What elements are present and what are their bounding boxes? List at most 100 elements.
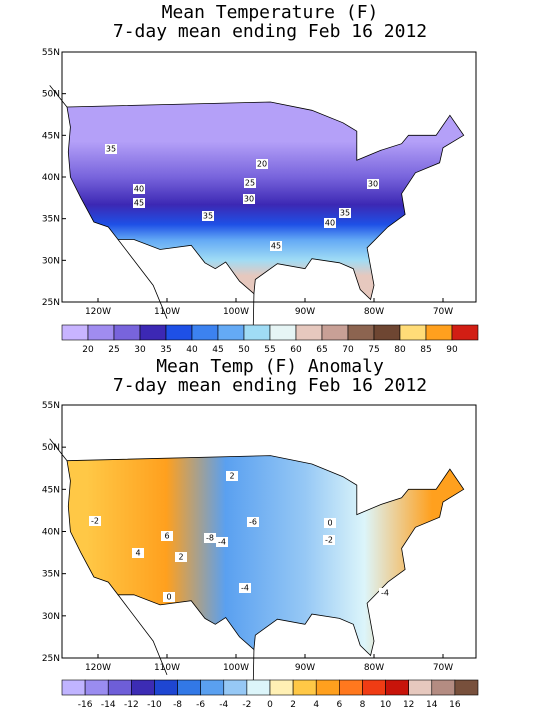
us-fill xyxy=(66,101,465,301)
lat-label: 30N xyxy=(42,612,60,622)
contour-label: -8 xyxy=(206,534,214,543)
colorbar-label: 6 xyxy=(336,700,342,709)
colorbar-label: 25 xyxy=(108,345,119,355)
lat-label: 55N xyxy=(42,401,60,411)
contour-label-bg xyxy=(379,588,391,598)
colorbar-swatch xyxy=(243,324,271,341)
colorbar-label: 2 xyxy=(290,700,296,709)
lon-label: 120W xyxy=(85,307,111,317)
contour-label: 35 xyxy=(203,212,213,221)
contour-label: -2 xyxy=(325,536,333,545)
lat-label: 40N xyxy=(42,528,60,538)
colorbar-label: 50 xyxy=(238,345,250,355)
colorbar-swatch xyxy=(408,679,433,696)
contour-label-bg xyxy=(132,548,144,558)
colorbar-label: -4 xyxy=(219,700,228,709)
lat-label: 50N xyxy=(42,443,60,453)
colorbar-label: -6 xyxy=(196,700,205,709)
lon-label: 110W xyxy=(154,307,180,317)
colorbar-swatch xyxy=(269,679,294,696)
panel-title: 7-day mean ending Feb 16 2012 xyxy=(113,375,427,396)
colorbar-swatch xyxy=(217,324,245,341)
colorbar-label: -16 xyxy=(78,700,93,709)
lat-label: 35N xyxy=(42,215,60,225)
contour-label-bg xyxy=(175,552,187,562)
lon-label: 70W xyxy=(433,663,453,673)
lat-label: 25N xyxy=(42,654,60,664)
colorbar-label: 85 xyxy=(420,345,431,355)
colorbar-label: -8 xyxy=(173,700,182,709)
contour-label: 6 xyxy=(164,532,169,541)
contour-label: 40 xyxy=(134,185,144,194)
colorbar-label: 70 xyxy=(342,345,354,355)
lat-label: 50N xyxy=(42,90,60,100)
contour-label: -4 xyxy=(218,538,226,547)
contour-label-bg xyxy=(105,144,117,154)
colorbar-swatch xyxy=(431,679,456,696)
lon-label: 70W xyxy=(433,307,453,317)
contour-label-bg xyxy=(161,531,173,541)
colorbar-swatch xyxy=(61,324,89,341)
colorbar-label: 80 xyxy=(394,345,406,355)
colorbar-label: 16 xyxy=(449,700,461,709)
lon-label: 110W xyxy=(154,663,180,673)
colorbar-swatch xyxy=(385,679,409,696)
lon-label: 100W xyxy=(223,663,249,673)
colorbar-swatch xyxy=(269,324,297,341)
lat-label: 35N xyxy=(42,570,60,580)
contour-label: 40 xyxy=(325,219,335,228)
lon-label: 90W xyxy=(295,663,315,673)
colorbar-swatch xyxy=(154,679,178,696)
contour-label: 35 xyxy=(106,145,116,154)
contour-label-bg xyxy=(339,208,351,218)
colorbar-swatch xyxy=(87,324,115,341)
contour-label-bg xyxy=(367,179,379,189)
contour-label: 20 xyxy=(257,160,267,169)
contour-label: 2 xyxy=(178,553,183,562)
colorbar-label: 60 xyxy=(290,345,302,355)
colorbar-label: 4 xyxy=(313,700,319,709)
lon-label: 90W xyxy=(295,307,315,317)
colorbar-swatch xyxy=(223,679,248,696)
contour-label: 35 xyxy=(340,209,350,218)
colorbar-label: -14 xyxy=(101,700,116,709)
colorbar-swatch xyxy=(295,324,323,341)
colorbar-label: 40 xyxy=(186,345,198,355)
colorbar-swatch xyxy=(315,679,340,696)
lat-label: 45N xyxy=(42,131,60,141)
colorbar-swatch xyxy=(425,324,453,341)
colorbar-swatch xyxy=(113,324,141,341)
contour-label: 4 xyxy=(135,549,140,558)
colorbar-swatch xyxy=(292,679,317,696)
colorbar-swatch xyxy=(321,324,349,341)
lon-label: 100W xyxy=(223,307,249,317)
contour-label: 30 xyxy=(368,180,378,189)
colorbar-swatch xyxy=(451,324,479,341)
contour-label-bg xyxy=(216,537,228,547)
colorbar-swatch xyxy=(373,324,401,341)
contour-label-bg xyxy=(133,184,145,194)
us-fill xyxy=(66,455,465,657)
contour-label: -4 xyxy=(241,584,249,593)
colorbar-swatch xyxy=(84,679,109,696)
panel-title: Mean Temp (F) Anomaly xyxy=(156,356,384,377)
colorbar-label: 0 xyxy=(267,700,273,709)
colorbar-label: 10 xyxy=(380,700,392,709)
contour-label-bg xyxy=(239,583,251,593)
contour-label-bg xyxy=(247,517,259,527)
colorbar-label: 12 xyxy=(403,700,414,709)
lat-label: 55N xyxy=(42,48,60,58)
colorbar-swatch xyxy=(131,679,155,696)
coastline xyxy=(49,85,255,328)
colorbar-swatch xyxy=(399,324,427,341)
colorbar-swatch xyxy=(61,679,86,696)
colorbar-swatch xyxy=(347,324,375,341)
lat-label: 25N xyxy=(42,298,60,308)
colorbar-label: -2 xyxy=(242,700,251,709)
lat-label: 45N xyxy=(42,485,60,495)
colorbar-label: -12 xyxy=(124,700,139,709)
contour-label-bg xyxy=(270,241,282,251)
panel-title: 7-day mean ending Feb 16 2012 xyxy=(113,21,427,42)
contour-label-bg xyxy=(89,516,101,526)
